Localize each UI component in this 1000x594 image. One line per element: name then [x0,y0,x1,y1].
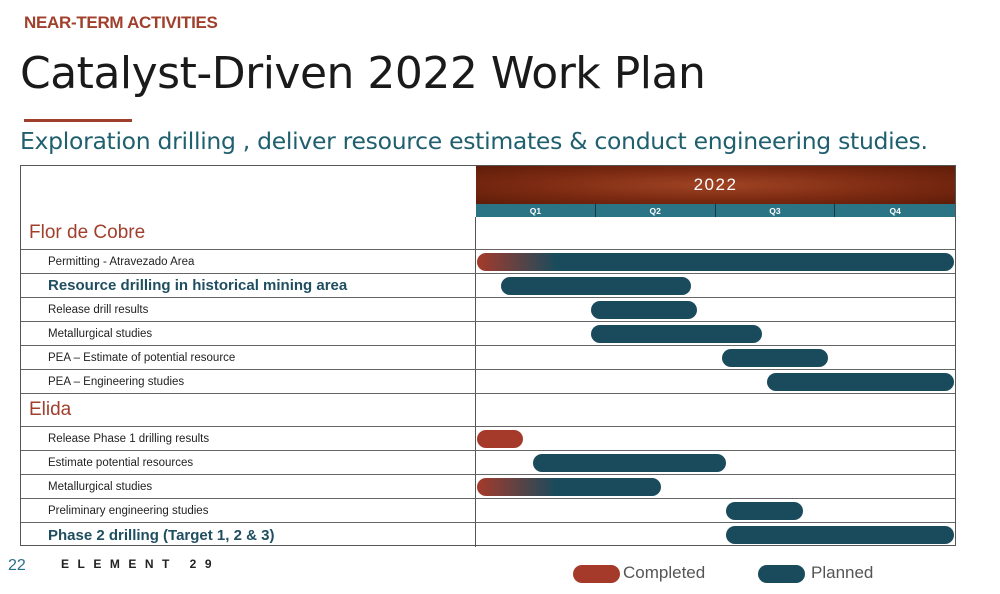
group-row: Elida [21,394,955,427]
legend-label-planned: Planned [811,563,874,582]
task-row: Resource drilling in historical mining a… [21,274,955,298]
task-row: Phase 2 drilling (Target 1, 2 & 3) [21,523,955,547]
task-label: Metallurgical studies [48,327,153,340]
task-bar [477,478,661,496]
task-row: Estimate potential resources [21,451,955,475]
section-tag: NEAR-TERM ACTIVITIES [24,13,218,32]
task-row: PEA – Estimate of potential resource [21,346,955,370]
task-label: Permitting - Atravezado Area [48,255,195,268]
task-row: Release drill results [21,298,955,322]
task-bar [477,253,954,271]
task-label: PEA – Estimate of potential resource [48,351,236,364]
year-header: 2022 [476,166,955,204]
task-bar [726,526,954,544]
task-label: Preliminary engineering studies [48,504,209,517]
task-label: Metallurgical studies [48,480,153,493]
task-row: Release Phase 1 drilling results [21,427,955,451]
task-label: Release Phase 1 drilling results [48,432,210,445]
task-label: Release drill results [48,303,149,316]
quarter-label-q4: Q4 [835,204,955,217]
page-number: 22 [8,557,26,574]
group-row: Flor de Cobre [21,217,955,250]
task-row: Permitting - Atravezado Area [21,250,955,274]
task-row: Metallurgical studies [21,322,955,346]
task-label: Resource drilling in historical mining a… [48,277,348,294]
task-bar [500,277,691,295]
task-row: Preliminary engineering studies [21,499,955,523]
task-label: Phase 2 drilling (Target 1, 2 & 3) [48,526,275,544]
title-underline [24,119,132,122]
task-row: PEA – Engineering studies [21,370,955,394]
task-bar [533,454,727,472]
quarter-label-q1: Q1 [476,204,596,217]
task-row: Metallurgical studies [21,475,955,499]
page-title: Catalyst-Driven 2022 Work Plan [20,48,706,99]
legend-label-completed: Completed [623,563,706,582]
task-bar [722,349,829,367]
legend-swatch-completed [573,565,620,583]
task-bar [590,325,763,343]
quarter-label-q2: Q2 [595,204,716,217]
quarter-label-q3: Q3 [715,204,836,217]
task-bar [726,502,804,520]
task-label: PEA – Engineering studies [48,375,185,388]
task-bar [590,301,697,319]
gantt-chart: 2022 Q1 Q2 Q3 Q4 Flor de Cobre Permitting - A… [20,165,956,547]
group-label: Elida [29,399,72,420]
legend-swatch-planned [758,565,805,583]
task-bar [477,430,523,448]
task-label: Estimate potential resources [48,456,194,469]
brand-wordmark: ELEMENT 29 [61,557,221,571]
task-bar [766,373,954,391]
group-label: Flor de Cobre [29,222,146,243]
page-subtitle: Exploration drilling , deliver resource … [20,127,928,155]
